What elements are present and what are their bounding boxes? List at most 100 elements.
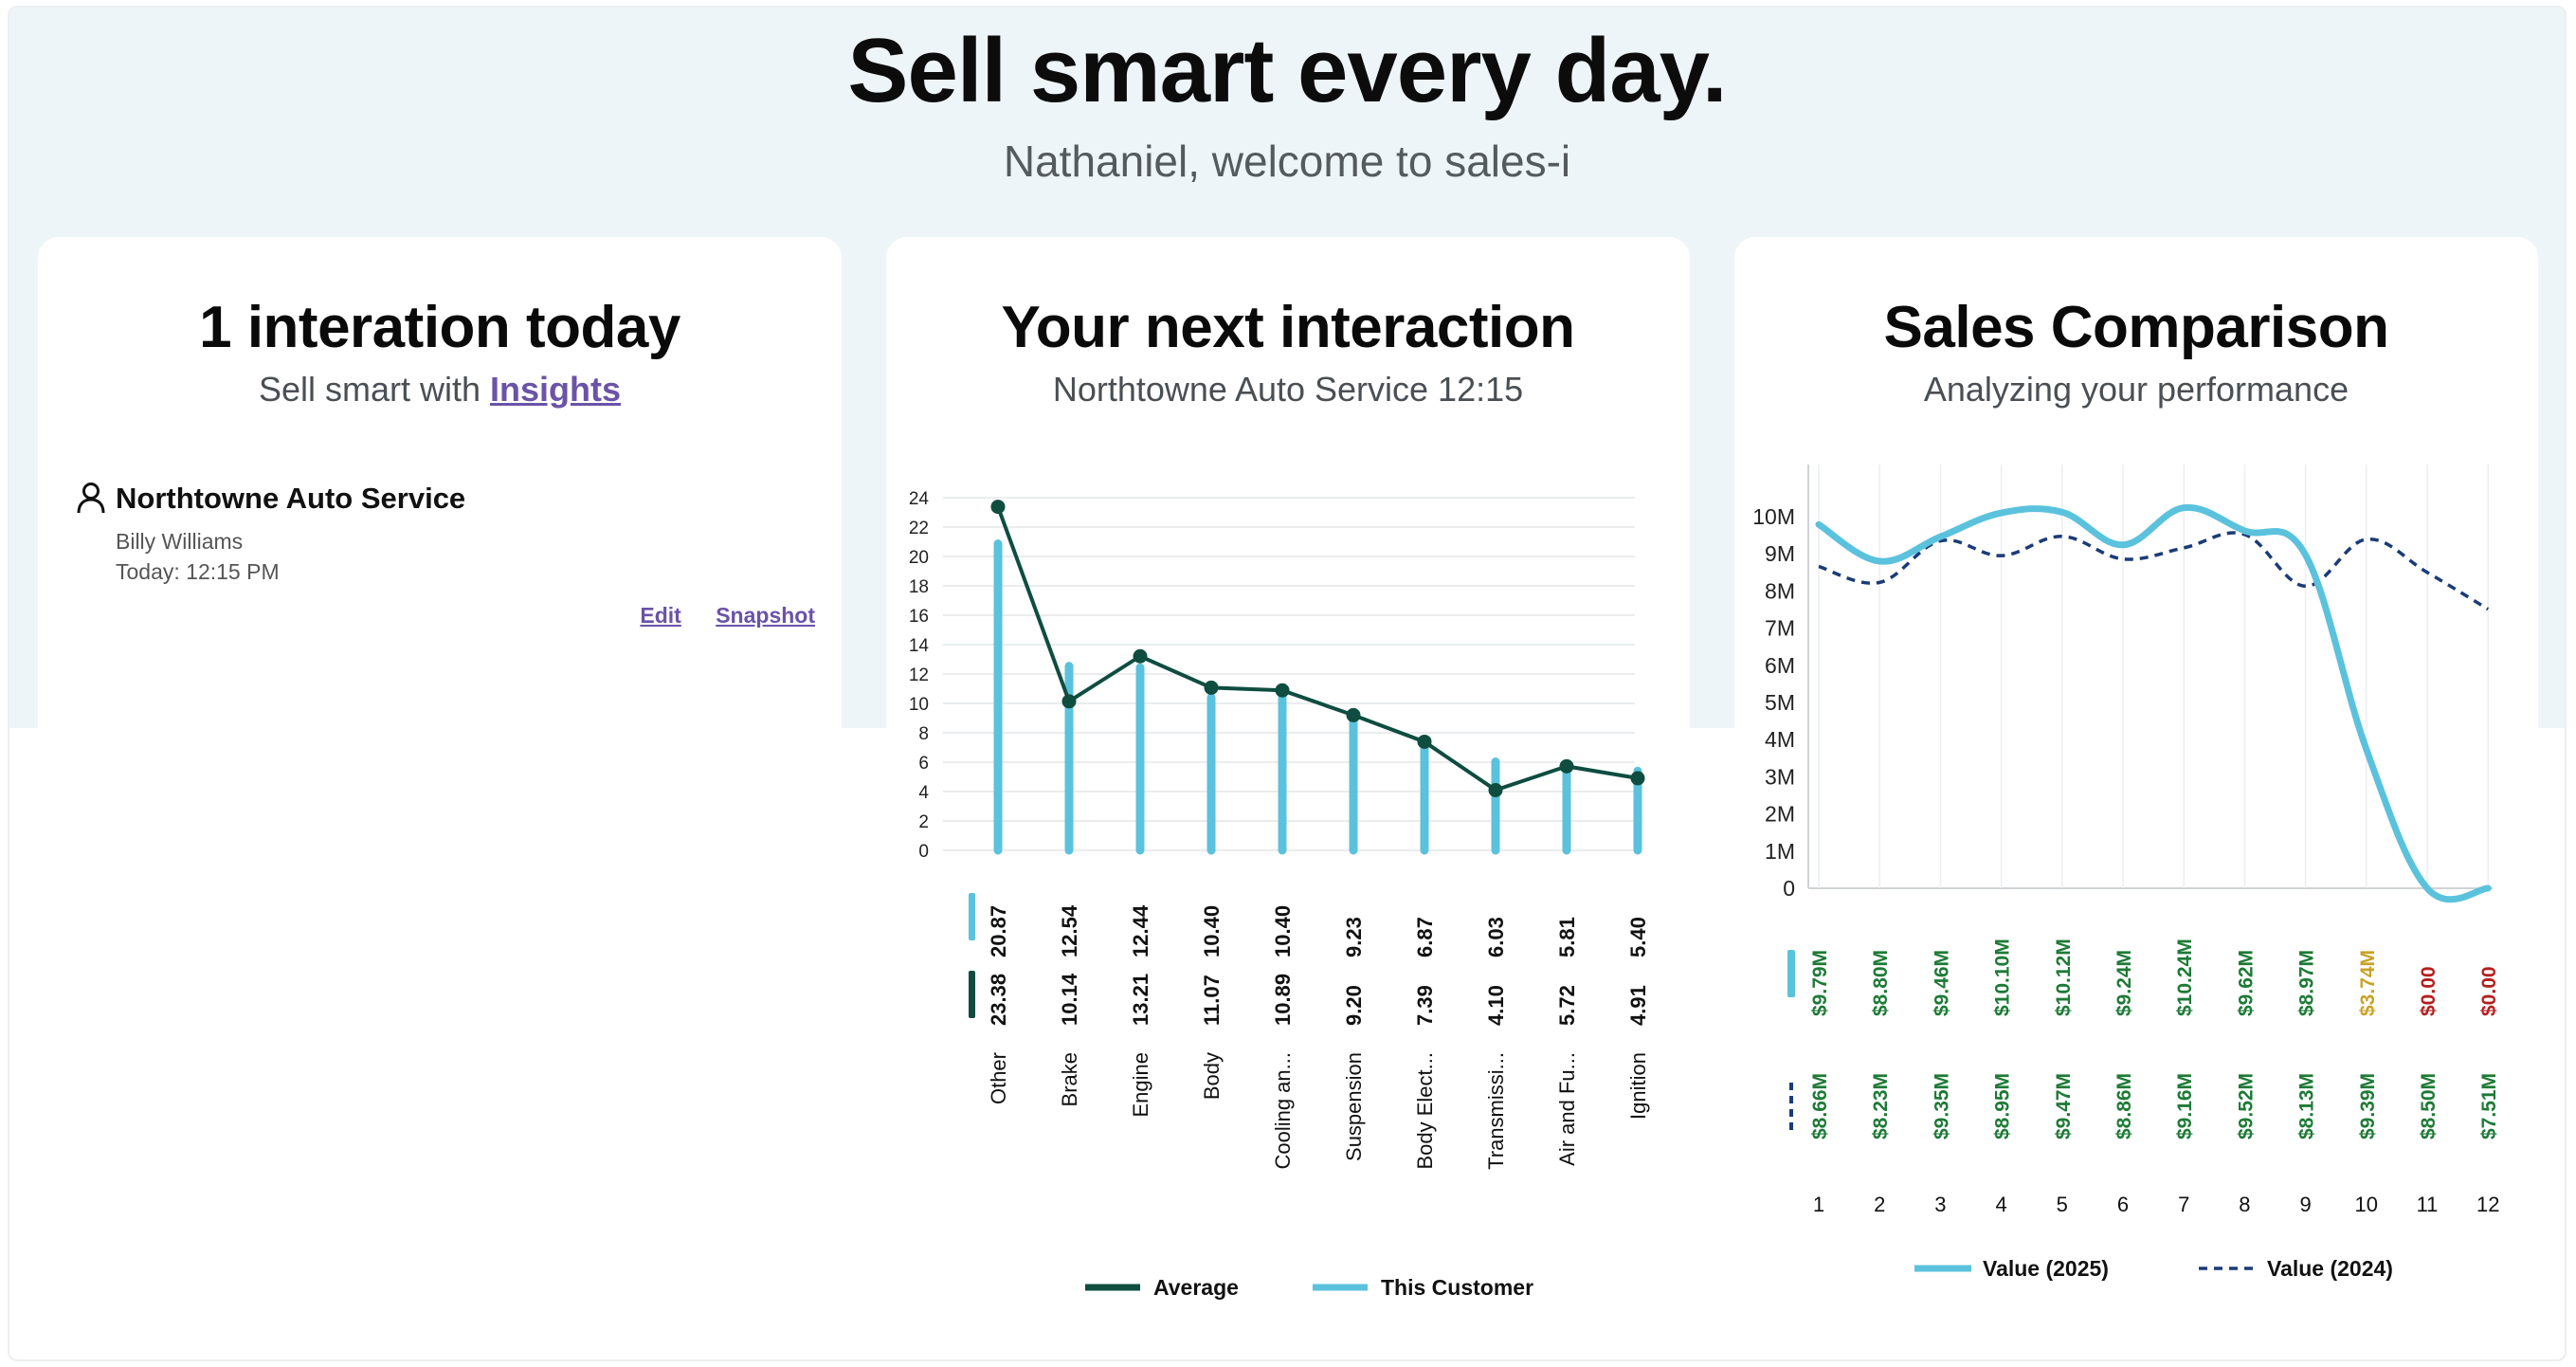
comparison-title: Sales Comparison (1883, 295, 2389, 360)
x-tick-label: 8 (2239, 1193, 2250, 1216)
y-tick-label: 3M (1765, 764, 1795, 789)
y-tick-label: 2M (1765, 802, 1795, 827)
today-interactions-card: 1 interation today Sell smart with Insig… (38, 237, 842, 1359)
average-point (1488, 782, 1503, 797)
value-2024-label: $8.66M (1809, 1073, 1831, 1139)
customer-value-label: 6.03 (1484, 917, 1508, 957)
next-subtitle: Northtowne Auto Service 12:15 (1052, 370, 1524, 409)
value-2024-label: $9.35M (1931, 1073, 1952, 1139)
snapshot-link[interactable]: Snapshot (716, 603, 815, 628)
y-tick-label: 6M (1765, 653, 1795, 678)
y-tick-label: 22 (909, 519, 929, 538)
value-2025-label: $9.24M (2113, 950, 2135, 1016)
average-point (1204, 680, 1219, 695)
y-tick-label: 2 (918, 812, 929, 832)
x-tick-label: 12 (2476, 1193, 2499, 1216)
average-point (1275, 683, 1290, 698)
average-value-label: 13.21 (1129, 974, 1152, 1026)
today-subtitle-text: Sell smart with (258, 370, 491, 409)
appointment-time: Today: 12:15 PM (116, 559, 280, 584)
value-2025-row-key (1787, 950, 1795, 997)
value-2025-label: $8.80M (1870, 950, 1892, 1016)
x-tick-label: 7 (2178, 1193, 2189, 1216)
category-label: Brake (1058, 1052, 1081, 1106)
value-2024-label: $8.86M (2113, 1073, 2135, 1139)
y-tick-label: 1M (1765, 839, 1795, 864)
legend-average-label: Average (1153, 1275, 1239, 1300)
average-row-key (969, 971, 975, 1018)
value-2025-label: $8.97M (2296, 950, 2318, 1016)
customer-value-label: 12.54 (1058, 904, 1081, 957)
y-tick-label: 14 (909, 636, 930, 656)
y-tick-label: 12 (909, 665, 929, 685)
today-title: 1 interation today (199, 295, 680, 360)
category-label: Other (987, 1052, 1010, 1104)
sales-comparison-card: Sales Comparison Analyzing your performa… (1734, 237, 2538, 1359)
average-value-label: 7.39 (1413, 985, 1437, 1026)
value-2024-label: $8.50M (2418, 1073, 2440, 1139)
value-2025-label: $10.12M (2053, 939, 2075, 1016)
insights-link[interactable]: Insights (490, 370, 622, 409)
average-value-label: 23.38 (987, 974, 1010, 1026)
average-value-label: 5.72 (1555, 985, 1579, 1026)
value-2025-label: $9.62M (2235, 950, 2257, 1016)
average-value-label: 11.07 (1200, 975, 1224, 1026)
y-tick-label: 5M (1765, 690, 1795, 715)
value-2025-label: $9.79M (1809, 950, 1831, 1016)
value-2024-label: $9.16M (2174, 1073, 2196, 1139)
customer-value-label: 9.23 (1342, 917, 1366, 957)
appointment-actions: Edit Snapshot (611, 603, 815, 629)
x-tick-label: 11 (2417, 1193, 2439, 1216)
x-tick-label: 2 (1874, 1193, 1885, 1216)
value-2025-label: $10.10M (1992, 939, 2014, 1016)
category-label: Suspension (1342, 1052, 1366, 1161)
average-point (1061, 694, 1077, 709)
average-value-label: 4.10 (1484, 985, 1508, 1026)
x-tick-label: 4 (1995, 1193, 2006, 1216)
category-label: Ignition (1626, 1052, 1650, 1120)
y-tick-label: 8M (1765, 578, 1795, 603)
comparison-subtitle: Analyzing your performance (1923, 370, 2349, 409)
y-tick-label: 4M (1765, 727, 1795, 752)
legend-2024-label: Value (2024) (2267, 1256, 2393, 1281)
average-point (1559, 758, 1574, 774)
y-tick-label: 10M (1752, 504, 1795, 529)
appointment-customer[interactable]: Northtowne Auto Service (116, 482, 466, 515)
x-tick-label: 9 (2299, 1193, 2311, 1216)
value-2024-label: $8.23M (1870, 1073, 1892, 1139)
x-tick-label: 10 (2355, 1193, 2378, 1216)
value-2025-label: $0.00 (2478, 966, 2500, 1016)
appointment-contact: Billy Williams (116, 529, 244, 554)
y-tick-label: 16 (909, 607, 929, 627)
hero-subtitle: Nathaniel, welcome to sales-i (1003, 137, 1571, 186)
average-point (1346, 707, 1361, 722)
x-tick-label: 6 (2117, 1193, 2129, 1216)
average-value-label: 10.89 (1271, 974, 1295, 1026)
edit-link[interactable]: Edit (640, 603, 681, 628)
category-label: Body Elect... (1413, 1052, 1437, 1170)
dashboard-frame: Sell smart every day. Nathaniel, welcome… (8, 6, 2567, 1361)
y-tick-label: 8 (918, 724, 929, 744)
hero-title: Sell smart every day. (847, 20, 1727, 121)
value-2025-label: $3.74M (2357, 950, 2379, 1016)
next-title: Your next interaction (1001, 295, 1576, 360)
person-icon (77, 483, 105, 514)
y-tick-label: 20 (909, 548, 929, 568)
average-line (996, 505, 1639, 793)
value-2024-label: $7.51M (2478, 1073, 2500, 1139)
legend-2025-label: Value (2025) (1983, 1256, 2109, 1281)
value-2025-label: $9.46M (1931, 950, 1952, 1016)
average-point (1630, 771, 1645, 786)
y-tick-label: 10 (909, 695, 929, 715)
customer-value-label: 5.81 (1555, 917, 1579, 957)
y-tick-label: 6 (918, 754, 929, 774)
value-2024-label: $9.47M (2053, 1073, 2075, 1139)
sales-chart: 1 2 3 4 5 6 7 8 9 10 11 1201M2M3M4M5M6M7M8M9M10M$9.… (1752, 465, 2500, 1281)
average-value-label: 9.20 (1342, 985, 1366, 1026)
customer-value-label: 10.40 (1271, 905, 1295, 957)
average-point (990, 500, 1006, 515)
category-label: Cooling an... (1271, 1052, 1295, 1170)
category-label: Body (1200, 1052, 1224, 1100)
category-label: Transmissi... (1484, 1052, 1508, 1170)
